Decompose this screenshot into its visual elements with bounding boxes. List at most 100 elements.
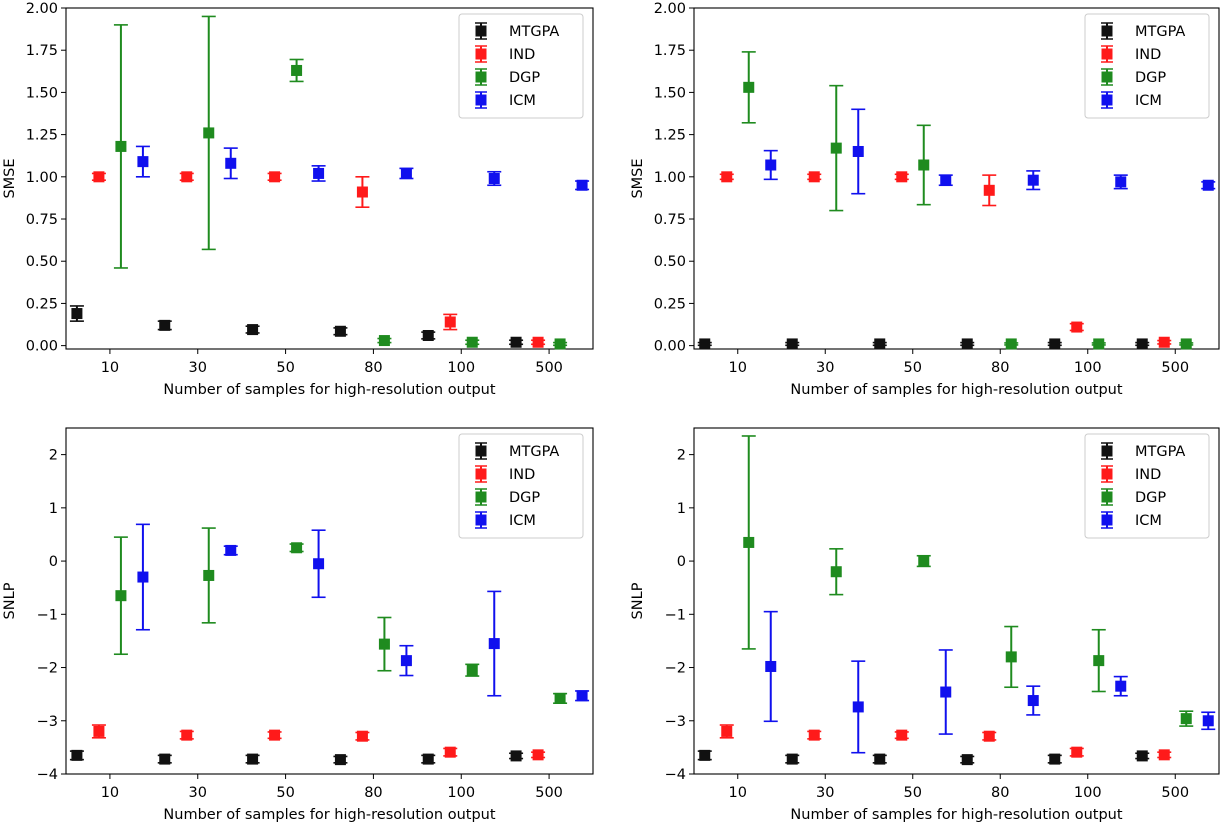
legend-label: ICM xyxy=(1135,93,1162,109)
plot-frame xyxy=(65,427,594,775)
data-point xyxy=(961,338,973,350)
data-point xyxy=(786,338,798,350)
data-point xyxy=(1049,753,1061,765)
x-tick-label: 10 xyxy=(729,785,747,801)
legend-entry-dgp: DGP xyxy=(475,68,540,86)
y-tick-label: −3 xyxy=(665,714,686,730)
legend-marker xyxy=(1101,468,1113,480)
series-ind xyxy=(719,171,1172,348)
data-point xyxy=(699,338,711,350)
legend-label: MTGPA xyxy=(1135,24,1185,40)
y-tick-label: −3 xyxy=(37,714,58,730)
data-point xyxy=(378,638,390,650)
legend-marker xyxy=(475,491,487,503)
data-point xyxy=(269,171,281,183)
legend-marker xyxy=(475,514,487,526)
data-point xyxy=(356,186,368,198)
legend-entry-mtgpa: MTGPA xyxy=(1101,442,1185,460)
legend: MTGPA IND DGP ICM xyxy=(1084,13,1210,119)
series-dgp xyxy=(113,527,568,705)
x-tick-label: 50 xyxy=(276,785,294,801)
series-ind xyxy=(91,724,546,761)
y-tick-label: 1.00 xyxy=(26,170,58,186)
data-point xyxy=(808,729,820,741)
legend-box xyxy=(1084,13,1210,119)
legend-marker xyxy=(475,468,487,480)
legend-marker xyxy=(1101,71,1113,83)
legend-entry-icm: ICM xyxy=(475,91,536,109)
data-point xyxy=(532,749,544,761)
data-point xyxy=(510,336,522,348)
data-point xyxy=(830,566,842,578)
legend-entry-dgp: DGP xyxy=(1101,68,1166,86)
x-tick-label: 80 xyxy=(364,785,382,801)
x-tick-label: 30 xyxy=(816,785,834,801)
y-tick-label: 2 xyxy=(49,448,58,464)
data-point xyxy=(225,544,237,556)
data-point xyxy=(334,754,346,766)
series-icm xyxy=(135,523,590,702)
data-point xyxy=(93,171,105,183)
x-tick-label: 30 xyxy=(189,785,207,801)
data-point xyxy=(721,171,733,183)
legend-marker xyxy=(1101,48,1113,60)
legend-box xyxy=(1084,433,1210,539)
legend-entry-mtgpa: MTGPA xyxy=(1101,22,1185,40)
y-tick-label: 0.00 xyxy=(26,339,58,355)
y-tick-label: 1.50 xyxy=(26,85,58,101)
y-tick-label: 0.25 xyxy=(26,296,58,312)
x-tick-label: 10 xyxy=(729,360,747,376)
legend: MTGPA IND DGP ICM xyxy=(1084,433,1210,539)
y-tick-label: 1.75 xyxy=(26,43,58,59)
data-point xyxy=(896,729,908,741)
legend-marker xyxy=(1101,445,1113,457)
data-point xyxy=(159,753,171,765)
data-point xyxy=(1158,336,1170,348)
data-point xyxy=(510,750,522,762)
data-point xyxy=(721,725,733,737)
data-point xyxy=(1136,338,1148,350)
data-point xyxy=(225,157,237,169)
data-point xyxy=(743,81,755,93)
y-tick-label: −4 xyxy=(37,767,58,783)
series-dgp xyxy=(741,51,1194,350)
y-tick-label: −2 xyxy=(37,661,58,677)
data-point xyxy=(554,692,566,704)
legend-entry-ind: IND xyxy=(1101,45,1161,63)
y-tick-label: 0 xyxy=(49,554,58,570)
series-ind xyxy=(719,724,1172,761)
legend-marker xyxy=(475,94,487,106)
data-point xyxy=(576,690,588,702)
y-tick-label: 0.50 xyxy=(654,254,686,270)
data-point xyxy=(291,542,303,554)
data-point xyxy=(247,753,259,765)
data-point xyxy=(93,725,105,737)
series-ind xyxy=(91,171,546,348)
chart-panel-top-left: 0.00 0.25 0.50 0.75 1.00 1.25 1.50 1.75 2.00 10 30… xyxy=(2,1,594,398)
legend-entry-ind: IND xyxy=(475,45,535,63)
data-point xyxy=(488,638,500,650)
legend-marker xyxy=(1101,25,1113,37)
data-point xyxy=(940,174,952,186)
data-point xyxy=(983,730,995,742)
x-tick-label: 500 xyxy=(535,360,563,376)
legend-entry-dgp: DGP xyxy=(475,488,540,506)
legend-entry-icm: ICM xyxy=(1101,511,1162,529)
legend-label: IND xyxy=(1135,47,1161,63)
series-dgp xyxy=(113,15,568,350)
y-tick-label: −1 xyxy=(37,607,58,623)
legend-entry-mtgpa: MTGPA xyxy=(475,22,559,40)
x-tick-label: 80 xyxy=(991,360,1009,376)
chart-panel-top-right: 0.00 0.25 0.50 0.75 1.00 1.25 1.50 1.75 2.00 10 30… xyxy=(630,1,1220,398)
plot-frame xyxy=(693,7,1220,350)
data-point xyxy=(400,167,412,179)
legend-marker xyxy=(1101,491,1113,503)
legend-label: IND xyxy=(1135,467,1161,483)
y-tick-label: 1.75 xyxy=(654,43,686,59)
y-tick-label: 2 xyxy=(677,448,686,464)
data-point xyxy=(786,753,798,765)
legend-marker xyxy=(475,48,487,60)
data-point xyxy=(1093,655,1105,667)
data-point xyxy=(422,329,434,341)
